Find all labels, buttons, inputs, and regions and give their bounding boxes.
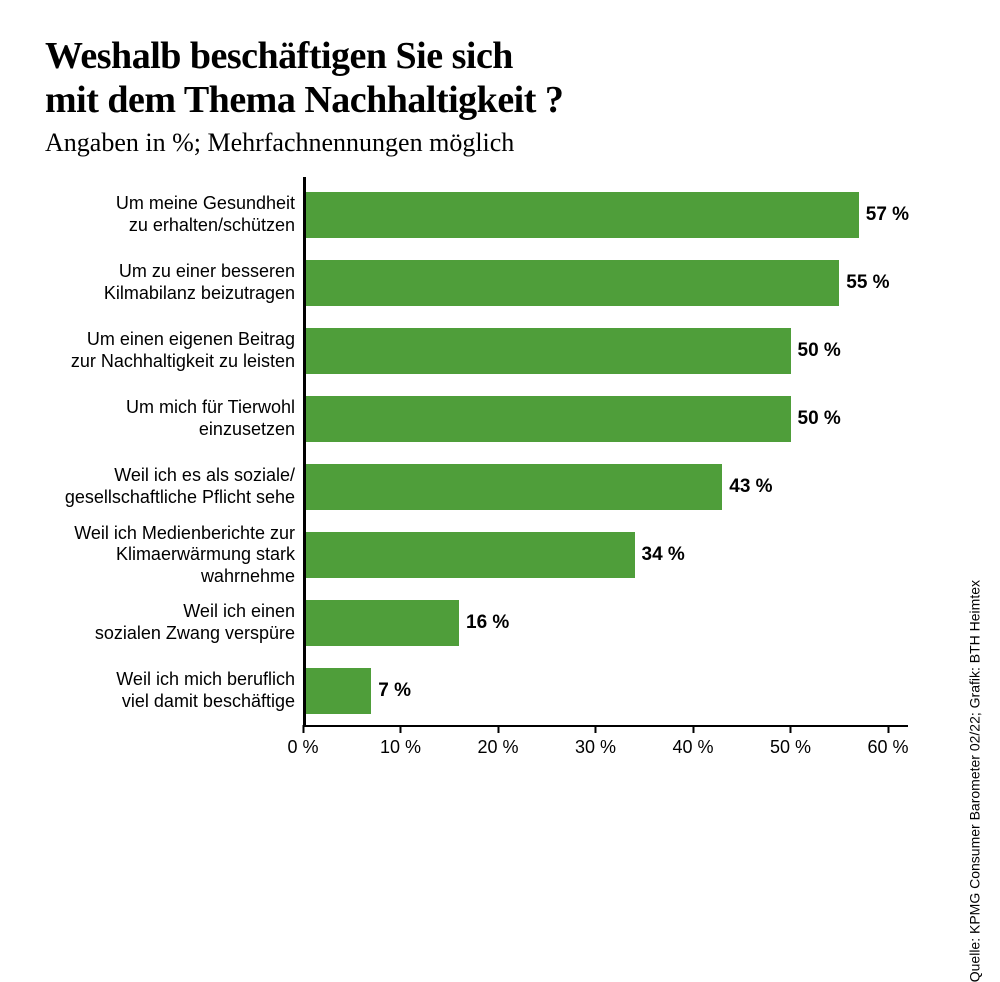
bar-row: Weil ich einensozialen Zwang verspüre16 … bbox=[45, 593, 925, 653]
source-credit: Quelle: KPMG Consumer Barometer 02/22; G… bbox=[966, 580, 982, 982]
x-tick: 60 % bbox=[867, 725, 908, 758]
bar-row: Um zu einer besserenKilmabilanz beizutra… bbox=[45, 253, 925, 313]
x-tick-mark bbox=[887, 725, 889, 733]
x-tick: 20 % bbox=[477, 725, 518, 758]
bar-row: Weil ich es als soziale/gesellschaftlich… bbox=[45, 457, 925, 517]
bar: 7 % bbox=[303, 668, 371, 714]
bar: 50 % bbox=[303, 328, 791, 374]
bar: 34 % bbox=[303, 532, 635, 578]
x-tick: 30 % bbox=[575, 725, 616, 758]
bar-value: 50 % bbox=[798, 408, 841, 430]
bar-row: Um meine Gesundheitzu erhalten/schützen5… bbox=[45, 185, 925, 245]
bar-track: 43 % bbox=[303, 457, 925, 517]
chart-title: Weshalb beschäftigen Sie sich mit dem Th… bbox=[45, 35, 955, 122]
bar: 50 % bbox=[303, 396, 791, 442]
bar: 57 % bbox=[303, 192, 859, 238]
bar-value: 43 % bbox=[729, 476, 772, 498]
bar-label: Um meine Gesundheitzu erhalten/schützen bbox=[45, 193, 303, 236]
x-tick-mark bbox=[302, 725, 304, 733]
x-tick-mark bbox=[790, 725, 792, 733]
bar-track: 34 % bbox=[303, 525, 925, 585]
bar-value: 16 % bbox=[466, 612, 509, 634]
bar-track: 50 % bbox=[303, 321, 925, 381]
bar-value: 50 % bbox=[798, 340, 841, 362]
bar-track: 50 % bbox=[303, 389, 925, 449]
x-tick-mark bbox=[595, 725, 597, 733]
bar-value: 7 % bbox=[378, 680, 411, 702]
x-tick-mark bbox=[692, 725, 694, 733]
bar-value: 57 % bbox=[866, 204, 909, 226]
bar: 16 % bbox=[303, 600, 459, 646]
title-line-2: mit dem Thema Nachhaltigkeit ? bbox=[45, 79, 563, 121]
bar: 43 % bbox=[303, 464, 722, 510]
bar-value: 55 % bbox=[846, 272, 889, 294]
y-axis-line bbox=[303, 177, 306, 725]
x-tick: 0 % bbox=[287, 725, 318, 758]
x-tick: 40 % bbox=[672, 725, 713, 758]
x-tick-mark bbox=[497, 725, 499, 733]
bar-track: 16 % bbox=[303, 593, 925, 653]
x-tick-mark bbox=[400, 725, 402, 733]
x-tick-label: 60 % bbox=[867, 737, 908, 758]
bar: 55 % bbox=[303, 260, 839, 306]
bar-row: Weil ich Medienberichte zurKlimaerwärmun… bbox=[45, 525, 925, 585]
bar-label: Weil ich es als soziale/gesellschaftlich… bbox=[45, 465, 303, 508]
bar-label: Weil ich mich beruflichviel damit beschä… bbox=[45, 669, 303, 712]
bar-label: Um einen eigenen Beitragzur Nachhaltigke… bbox=[45, 329, 303, 372]
title-line-1: Weshalb beschäftigen Sie sich bbox=[45, 35, 513, 77]
x-tick-label: 20 % bbox=[477, 737, 518, 758]
x-tick-label: 40 % bbox=[672, 737, 713, 758]
bar-row: Um einen eigenen Beitragzur Nachhaltigke… bbox=[45, 321, 925, 381]
x-tick-label: 50 % bbox=[770, 737, 811, 758]
bar-label: Weil ich einensozialen Zwang verspüre bbox=[45, 601, 303, 644]
bar-row: Um mich für Tierwohl einzusetzen50 % bbox=[45, 389, 925, 449]
bar-track: 55 % bbox=[303, 253, 925, 313]
bar-label: Um mich für Tierwohl einzusetzen bbox=[45, 397, 303, 440]
bar-row: Weil ich mich beruflichviel damit beschä… bbox=[45, 661, 925, 721]
x-tick-label: 10 % bbox=[380, 737, 421, 758]
x-tick-label: 0 % bbox=[287, 737, 318, 758]
chart-subtitle: Angaben in %; Mehrfachnennungen möglich bbox=[45, 128, 955, 158]
chart-area: Um meine Gesundheitzu erhalten/schützen5… bbox=[45, 185, 925, 740]
x-tick-label: 30 % bbox=[575, 737, 616, 758]
x-tick: 10 % bbox=[380, 725, 421, 758]
bar-track: 7 % bbox=[303, 661, 925, 721]
bar-label: Um zu einer besserenKilmabilanz beizutra… bbox=[45, 261, 303, 304]
x-tick: 50 % bbox=[770, 725, 811, 758]
bar-track: 57 % bbox=[303, 185, 925, 245]
bar-value: 34 % bbox=[642, 544, 685, 566]
bar-label: Weil ich Medienberichte zurKlimaerwärmun… bbox=[45, 523, 303, 588]
